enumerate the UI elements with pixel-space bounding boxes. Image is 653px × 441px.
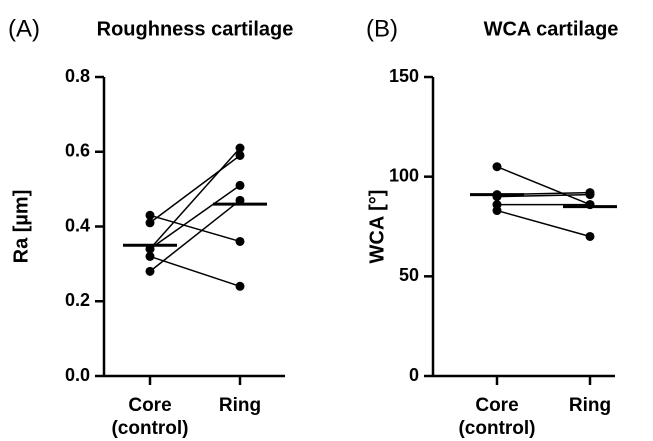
- panel-label: (B): [366, 15, 398, 42]
- dot: [235, 236, 245, 246]
- y-tick-label: 0.6: [65, 141, 90, 161]
- pair-line: [496, 166, 591, 206]
- y-tick-label: 50: [399, 265, 419, 285]
- dot: [235, 143, 245, 153]
- dot: [235, 180, 245, 190]
- dot: [585, 190, 595, 200]
- pair-line: [149, 199, 241, 272]
- panel-label: (A): [8, 15, 40, 42]
- pair-line: [496, 193, 591, 198]
- y-tick-label: 0: [409, 365, 419, 385]
- dot: [145, 251, 155, 261]
- dot: [492, 162, 502, 172]
- x-tick-label: Ring: [568, 395, 612, 416]
- chart-title: Roughness cartilage: [97, 18, 294, 40]
- dot: [145, 266, 155, 276]
- y-tick-label: 0.4: [65, 215, 90, 235]
- dot: [585, 231, 595, 241]
- pair-line: [496, 209, 591, 238]
- pair-line: [149, 147, 241, 250]
- y-axis-label: WCA [°]: [366, 190, 388, 264]
- dot: [235, 281, 245, 291]
- x-tick-label: Ring: [218, 395, 262, 416]
- pair-line: [149, 154, 241, 224]
- pair-line: [149, 255, 241, 288]
- y-tick-label: 0.2: [65, 290, 90, 310]
- y-tick-label: 0.0: [65, 365, 90, 385]
- pair-line: [149, 184, 241, 250]
- x-tick-label: Core (control): [111, 395, 189, 439]
- dot: [145, 210, 155, 220]
- x-tick-label: Core (control): [458, 395, 536, 439]
- y-tick-label: 150: [389, 66, 419, 86]
- y-axis-label: Ra [µm]: [10, 190, 32, 264]
- y-tick-label: 100: [389, 165, 419, 185]
- dot: [145, 218, 155, 228]
- dot: [492, 206, 502, 216]
- dot: [235, 150, 245, 160]
- chart-title: WCA cartilage: [484, 18, 619, 40]
- pair-line: [149, 214, 241, 243]
- y-tick-label: 0.8: [65, 66, 90, 86]
